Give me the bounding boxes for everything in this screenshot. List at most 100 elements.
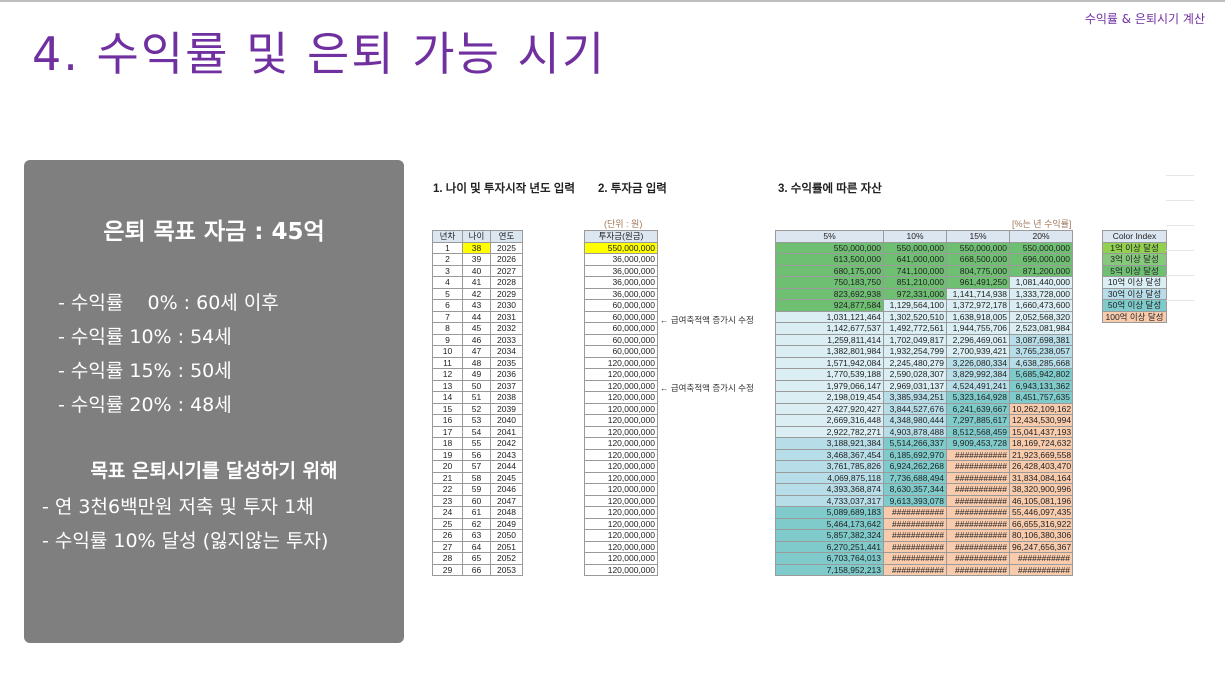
year-index-cell: 15 [432, 402, 463, 415]
asset-cell: ########### [946, 506, 1010, 519]
asset-cell: 5,089,689,183 [775, 506, 884, 519]
investment-cell: 60,000,000 [584, 322, 658, 335]
asset-cell: 3,844,527,676 [883, 402, 947, 415]
faint-gridline [1166, 175, 1194, 176]
year-index-cell: 16 [432, 414, 463, 427]
table-row: 2,427,920,427 3,844,527,676 6,241,639,667 1… [775, 402, 1073, 415]
asset-cell: 26,428,403,470 [1009, 460, 1073, 473]
asset-cell: 4,733,037,317 [775, 494, 884, 507]
header-rate-15: 15% [946, 230, 1010, 243]
asset-cell: 7,297,885,617 [946, 414, 1010, 427]
asset-cell: 804,775,000 [946, 264, 1010, 277]
table-row: 680,175,000 741,100,000 804,775,000 871,200… [775, 264, 1073, 277]
age-cell: 43 [462, 299, 491, 312]
asset-cell: 1,382,801,984 [775, 345, 884, 358]
asset-cell: 46,105,081,196 [1009, 494, 1073, 507]
table-row: 18 55 2042 [432, 437, 523, 450]
year-index-cell: 7 [432, 310, 463, 323]
age-year-table: 년차 나이 연도 1 38 2025 2 39 2026 3 40 2027 4 41 2028 5 42… [432, 230, 523, 576]
year-cell: 2049 [490, 517, 523, 530]
table-row: 120,000,000 [584, 368, 658, 381]
asset-cell: 5,323,164,928 [946, 391, 1010, 404]
asset-cell: 8,451,757,635 [1009, 391, 1073, 404]
asset-cell: 2,052,568,320 [1009, 310, 1073, 323]
table-row: 13 50 2037 [432, 379, 523, 392]
age-cell: 42 [462, 287, 491, 300]
table-row: 120,000,000 [584, 460, 658, 473]
year-cell: 2043 [490, 448, 523, 461]
asset-cell: 1,333,728,000 [1009, 287, 1073, 300]
asset-cell: 1,141,714,938 [946, 287, 1010, 300]
asset-cell: 1,702,049,817 [883, 333, 947, 346]
table-row: 3,188,921,384 5,514,266,337 9,909,453,728 1… [775, 437, 1073, 450]
asset-cell: 7,158,952,213 [775, 563, 884, 576]
asset-cell: 9,909,453,728 [946, 437, 1010, 450]
table-row: 9 46 2033 [432, 333, 523, 346]
asset-cell: 3,829,992,384 [946, 368, 1010, 381]
faint-gridline [1166, 275, 1194, 276]
asset-cell: 5,514,266,337 [883, 437, 947, 450]
table-row: 823,692,938 972,331,000 1,141,714,938 1,333… [775, 287, 1073, 300]
table-row: 22 59 2046 [432, 483, 523, 496]
legend-row: 1억 이상 달성 [1102, 241, 1167, 254]
year-cell: 2038 [490, 391, 523, 404]
asset-cell: 8,630,357,344 [883, 483, 947, 496]
color-index-legend: Color Index 1억 이상 달성 3억 이상 달성 5억 이상 달성 10억 … [1102, 230, 1167, 323]
table-row: 11 48 2035 [432, 356, 523, 369]
asset-cell: 8,512,568,459 [946, 425, 1010, 438]
age-cell: 65 [462, 552, 491, 565]
legend-row: 5억 이상 달성 [1102, 264, 1167, 277]
investment-cell: 120,000,000 [584, 563, 658, 576]
table-row: 120,000,000 [584, 356, 658, 369]
year-cell: 2039 [490, 402, 523, 415]
header-rate-10: 10% [883, 230, 947, 243]
asset-cell: 696,000,000 [1009, 253, 1073, 266]
header-rate-5: 5% [775, 230, 884, 243]
age-cell: 51 [462, 391, 491, 404]
age-cell: 63 [462, 529, 491, 542]
investment-cell: 120,000,000 [584, 379, 658, 392]
table-row: 29 66 2053 [432, 563, 523, 576]
asset-cell: 96,247,656,367 [1009, 540, 1073, 553]
age-cell: 48 [462, 356, 491, 369]
table-row: 120,000,000 [584, 448, 658, 461]
investment-cell: 60,000,000 [584, 333, 658, 346]
table-row: 120,000,000 [584, 529, 658, 542]
year-cell: 2036 [490, 368, 523, 381]
investment-cell: 120,000,000 [584, 414, 658, 427]
year-cell: 2033 [490, 333, 523, 346]
section3-title: 3. 수익률에 따른 자산 [778, 183, 882, 195]
year-index-cell: 1 [432, 241, 463, 254]
year-index-cell: 2 [432, 253, 463, 266]
header-investment: 투자금(원금) [584, 230, 658, 243]
table-row: 15 52 2039 [432, 402, 523, 415]
table-row: 1,770,539,188 2,590,028,307 3,829,992,384 5… [775, 368, 1073, 381]
year-index-cell: 18 [432, 437, 463, 450]
year-index-cell: 8 [432, 322, 463, 335]
asset-cell: 6,703,764,013 [775, 552, 884, 565]
age-cell: 62 [462, 517, 491, 530]
asset-cell: 4,348,980,444 [883, 414, 947, 427]
year-cell: 2047 [490, 494, 523, 507]
table-row: 36,000,000 [584, 287, 658, 300]
asset-cell: 924,877,584 [775, 299, 884, 312]
investment-cell: 120,000,000 [584, 460, 658, 473]
age-cell: 40 [462, 264, 491, 277]
year-cell: 2032 [490, 322, 523, 335]
year-cell: 2052 [490, 552, 523, 565]
asset-cell: 3,468,367,454 [775, 448, 884, 461]
table-row: 2,922,782,271 4,903,878,488 8,512,568,459 1… [775, 425, 1073, 438]
tip-line-2: - 수익률 10% 달성 (잃지않는 투자) [42, 530, 329, 552]
table-row: 120,000,000 [584, 506, 658, 519]
asset-cell: ########### [946, 483, 1010, 496]
rate-line-20: - 수익률 20% : 48세 [58, 394, 232, 416]
table-row: 4 41 2028 [432, 276, 523, 289]
asset-cell: 55,446,097,435 [1009, 506, 1073, 519]
asset-cell: 1,302,520,510 [883, 310, 947, 323]
table-row: 60,000,000 [584, 310, 658, 323]
asset-cell: 550,000,000 [946, 241, 1010, 254]
asset-cell: 4,069,875,118 [775, 471, 884, 484]
table-row: 60,000,000 [584, 322, 658, 335]
year-cell: 2040 [490, 414, 523, 427]
table-row: 1,382,801,984 1,932,254,799 2,700,939,421 3… [775, 345, 1073, 358]
